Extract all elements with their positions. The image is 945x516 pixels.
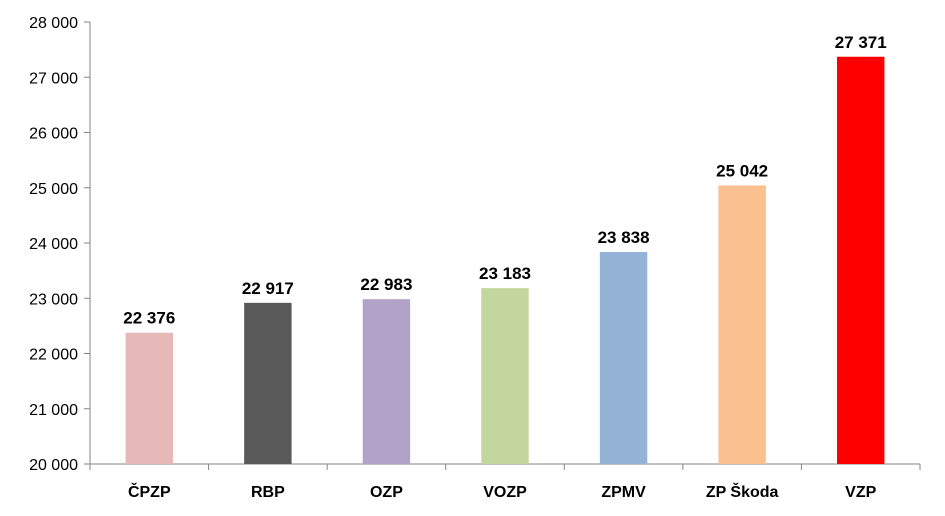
labels: ČPZP 22 376 RBP 22 917 OZP 22 983 VOZP 23 183 ZP… (123, 33, 886, 501)
y-tick-label: 24 000 (29, 236, 78, 253)
y-tick-label: 20 000 (29, 457, 78, 474)
x-category-label: ZPMV (601, 484, 646, 501)
x-category-label: VZP (845, 484, 876, 501)
y-tick-label: 22 000 (29, 347, 78, 364)
y-tick-label: 23 000 (29, 291, 78, 308)
y-tick-label: 26 000 (29, 126, 78, 143)
data-label: 22 917 (242, 279, 294, 298)
bars (125, 56, 885, 464)
x-category-label: OZP (370, 484, 403, 501)
y-tick-label: 25 000 (29, 181, 78, 198)
data-label: 25 042 (716, 161, 768, 180)
bar (718, 185, 766, 464)
bar (599, 251, 648, 464)
data-label: 27 371 (835, 33, 887, 52)
axes: 20 000 21 000 22 000 23 000 24 000 25 000 26 0… (29, 15, 921, 474)
bar (244, 302, 292, 464)
y-tick-label: 28 000 (29, 15, 78, 32)
x-category-label: ČPZP (128, 482, 171, 501)
data-label: 22 983 (360, 275, 412, 294)
x-category-label: VOZP (483, 484, 527, 501)
bar (837, 56, 885, 464)
y-tick-label: 21 000 (29, 402, 78, 419)
bar (362, 299, 411, 464)
x-category-label: RBP (251, 484, 285, 501)
data-label: 22 376 (123, 309, 175, 328)
bar (125, 332, 173, 464)
data-label: 23 838 (598, 228, 650, 247)
y-tick-label: 27 000 (29, 70, 78, 87)
x-category-label: ZP Škoda (706, 482, 779, 501)
data-label: 23 183 (479, 264, 531, 283)
bar (481, 288, 529, 464)
